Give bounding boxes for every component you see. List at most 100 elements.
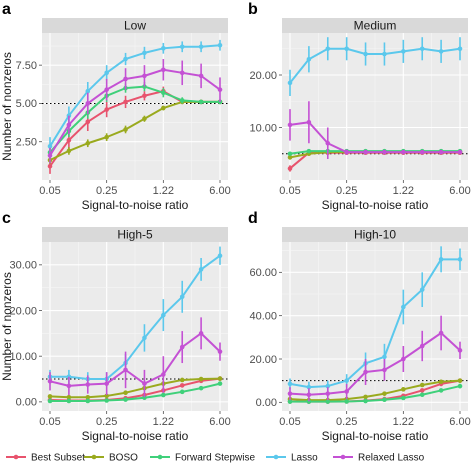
series-line: [50, 254, 221, 381]
panel-a: Low a 2.50 5.00 7.50 0.05 0.25 1.22 6.00 Signal-t…: [0, 1, 231, 212]
legend-key-point: [91, 454, 97, 460]
data-point: [142, 381, 147, 386]
data-point: [179, 344, 185, 350]
data-point: [401, 304, 406, 310]
legend-key-point: [340, 454, 346, 460]
data-point: [382, 367, 387, 373]
data-point: [85, 382, 91, 387]
data-point: [344, 149, 349, 155]
data-point: [363, 51, 368, 57]
data-point: [438, 330, 444, 336]
legend-label: Best Subset: [31, 453, 85, 464]
series-line: [49, 44, 221, 147]
panel-letter: d: [248, 210, 258, 227]
data-point: [457, 149, 463, 155]
data-point: [306, 384, 312, 390]
data-point: [419, 46, 425, 52]
data-point: [363, 149, 368, 155]
data-point: [401, 395, 406, 401]
series-line: [289, 332, 461, 396]
x-tick-label: 1.22: [393, 185, 414, 197]
series-line: [49, 85, 220, 154]
data-point: [47, 379, 53, 384]
data-point: [142, 50, 147, 56]
data-point: [306, 119, 312, 125]
data-point: [142, 335, 147, 341]
data-point: [217, 87, 223, 92]
data-point: [123, 76, 128, 82]
x-tick-label: 0.25: [96, 416, 117, 428]
x-tick-label: 6.00: [449, 185, 470, 197]
data-point: [287, 155, 293, 160]
data-point: [142, 73, 147, 79]
data-point: [325, 383, 331, 389]
panel-letter: a: [2, 1, 11, 18]
data-point: [142, 93, 147, 99]
data-point: [66, 398, 72, 404]
legend-item: Best Subset: [6, 453, 85, 464]
legend-key-point: [273, 454, 279, 460]
x-tick-label: 1.22: [393, 416, 414, 428]
legend-label: Forward Stepwise: [175, 453, 255, 464]
data-point: [306, 56, 312, 62]
x-tick-label: 0.25: [336, 416, 357, 428]
panel-title: Medium: [354, 19, 397, 33]
data-point: [179, 389, 185, 395]
data-point: [306, 392, 312, 398]
y-tick-label: 2.50: [16, 137, 37, 149]
legend-key-point: [157, 454, 163, 460]
data-point: [85, 119, 91, 125]
data-point: [217, 381, 223, 386]
data-point: [66, 148, 72, 154]
x-tick-label: 0.05: [279, 185, 300, 197]
series-forward-stepwise: [287, 383, 463, 404]
data-point: [419, 343, 425, 349]
y-tick-label: 5.00: [16, 98, 37, 110]
y-tick-label: 30.00: [9, 260, 37, 272]
strip-background: [42, 18, 228, 33]
data-point: [142, 116, 147, 122]
y-tick-label: 40.00: [249, 310, 277, 322]
data-point: [161, 312, 166, 318]
x-tick-label: 0.05: [279, 416, 300, 428]
series-relaxed-lasso: [47, 317, 223, 398]
y-tick-label: 20.00: [9, 305, 37, 317]
legend-item: Forward Stepwise: [150, 453, 255, 464]
data-point: [401, 149, 406, 155]
data-point: [344, 46, 349, 52]
data-point: [161, 105, 166, 111]
data-point: [382, 149, 387, 155]
data-point: [419, 382, 425, 388]
data-point: [217, 42, 223, 48]
series-line: [289, 150, 460, 155]
data-point: [104, 398, 109, 403]
strip-background: [282, 227, 468, 242]
data-point: [287, 381, 293, 387]
data-point: [457, 348, 463, 353]
series-line: [49, 332, 221, 387]
data-point: [161, 67, 166, 73]
series-line: [49, 68, 221, 157]
data-point: [85, 398, 91, 404]
y-tick-label: 20.00: [249, 70, 277, 82]
x-tick-label: 0.05: [39, 416, 60, 428]
data-point: [179, 70, 185, 76]
data-point: [179, 294, 185, 300]
data-point: [438, 49, 444, 54]
data-point: [123, 367, 128, 373]
x-axis-label: Signal-to-noise ratio: [322, 198, 429, 212]
data-point: [161, 372, 166, 377]
data-point: [123, 56, 128, 62]
data-point: [198, 73, 204, 79]
y-axis-label: Number of nonzeros: [0, 52, 14, 161]
legend-key-point: [13, 454, 19, 460]
data-point: [438, 379, 444, 385]
data-point: [85, 140, 91, 146]
series-lasso: [47, 39, 223, 156]
legend-item: BOSO: [84, 453, 138, 464]
y-tick-label: 0.00: [16, 397, 37, 409]
series-relaxed-lasso: [47, 59, 223, 164]
x-tick-label: 1.22: [153, 185, 174, 197]
data-point: [104, 87, 109, 92]
data-point: [401, 387, 406, 392]
